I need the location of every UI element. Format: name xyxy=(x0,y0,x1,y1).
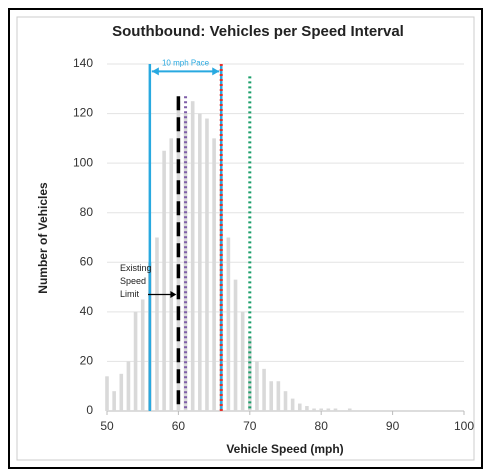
bar xyxy=(326,408,331,411)
bar xyxy=(262,368,266,411)
chart-title: Southbound: Vehicles per Speed Interval xyxy=(112,23,404,40)
y-tick-label: 120 xyxy=(73,106,93,120)
bar xyxy=(290,398,295,411)
bar xyxy=(333,408,338,411)
bar xyxy=(276,381,281,411)
pace-arrowhead xyxy=(151,67,159,76)
bar xyxy=(155,237,159,411)
bar xyxy=(226,237,231,411)
bar xyxy=(198,113,202,412)
x-tick-label: 60 xyxy=(172,419,186,433)
plot-frame xyxy=(16,16,475,461)
bar xyxy=(269,381,274,411)
x-tick-label: 50 xyxy=(100,419,114,433)
x-tick-label: 100 xyxy=(454,419,474,433)
y-axis-label: Number of Vehicles xyxy=(36,182,50,294)
bar xyxy=(169,138,174,411)
bar xyxy=(297,403,302,411)
bar xyxy=(248,336,252,411)
bar xyxy=(119,373,124,411)
bar xyxy=(133,311,138,411)
y-tick-label: 60 xyxy=(80,254,94,268)
bar xyxy=(140,299,145,411)
bar xyxy=(312,408,316,411)
pace-arrowhead xyxy=(212,67,220,76)
y-tick-label: 40 xyxy=(80,304,94,318)
y-tick-label: 140 xyxy=(73,56,93,70)
pace-label: 10 mph Pace xyxy=(162,59,210,68)
speed-limit-note: Speed xyxy=(120,276,146,286)
speed-limit-arrowhead xyxy=(170,291,177,299)
x-tick-label: 70 xyxy=(243,419,257,433)
speed-limit-note: Existing xyxy=(120,263,152,273)
bar xyxy=(212,138,216,411)
x-axis-label: Vehicle Speed (mph) xyxy=(226,442,343,456)
speed-limit-note: Limit xyxy=(120,289,140,299)
bar xyxy=(305,406,309,411)
bar xyxy=(105,376,109,411)
bar xyxy=(162,150,166,411)
bar xyxy=(255,361,259,411)
bar xyxy=(347,408,352,411)
bar xyxy=(240,311,245,411)
y-tick-label: 0 xyxy=(86,403,93,417)
bar xyxy=(233,279,238,411)
y-tick-label: 20 xyxy=(80,354,94,368)
bar xyxy=(126,361,131,411)
x-tick-label: 90 xyxy=(386,419,400,433)
y-tick-label: 80 xyxy=(80,205,94,219)
bar xyxy=(319,408,323,411)
bar xyxy=(283,391,288,411)
y-tick-label: 100 xyxy=(73,155,93,169)
bar xyxy=(112,391,116,411)
x-tick-label: 80 xyxy=(315,419,329,433)
bar xyxy=(190,101,195,411)
frame xyxy=(8,8,483,469)
bar xyxy=(205,118,209,412)
